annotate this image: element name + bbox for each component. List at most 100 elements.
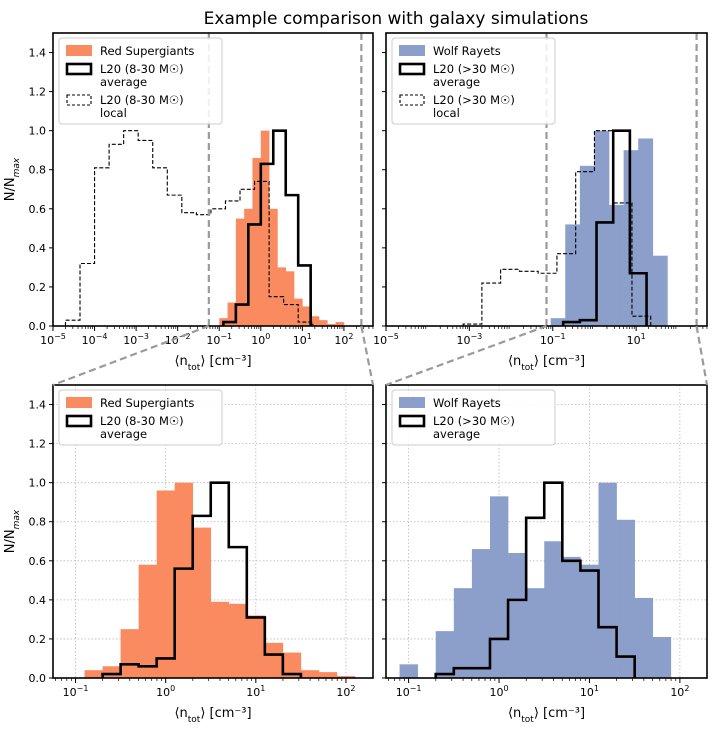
hist-bar (102, 666, 121, 678)
hist-step-average (101, 481, 303, 678)
hist-bar (156, 490, 175, 678)
hist-bar (318, 672, 338, 678)
hist-bar (260, 130, 270, 326)
x-tick-label: 101 (293, 332, 312, 347)
legend-label-line2: average (100, 75, 147, 89)
hist-bar (638, 138, 654, 326)
plot-area (53, 385, 373, 678)
y-tick-label: 0.8 (29, 516, 47, 529)
y-tick-label: 1.4 (29, 47, 47, 60)
legend-label: Wolf Rayets (433, 396, 501, 410)
hist-bar (580, 564, 599, 678)
x-tick-label: 100 (489, 684, 508, 699)
plot-area (64, 33, 363, 326)
zoom-connector-right (360, 325, 375, 386)
hist-step-average (222, 129, 312, 326)
legend-box (391, 389, 556, 446)
hist-bar (616, 519, 635, 678)
y-axis-label: N/Nmax (3, 509, 22, 553)
hist-bar (526, 588, 545, 678)
legend: Wolf Rayets L20 (>30 M☉)average (391, 389, 556, 446)
zoom-connector-right (695, 325, 709, 386)
hist-step-average (561, 129, 648, 326)
legend-swatch-step (398, 62, 426, 76)
legend-swatch-dashed (399, 94, 425, 106)
hist-bar (228, 603, 248, 678)
hist-bar (435, 631, 455, 678)
x-tick-label: 10−3 (123, 332, 149, 347)
legend-label: Wolf Rayets (433, 44, 501, 58)
x-tick-label: 10−1 (206, 332, 232, 347)
panel-top-left: 10−510−410−310−210−11001011020.00.20.40.… (3, 32, 374, 373)
legend-swatch-step (398, 414, 426, 428)
hist-bar (544, 541, 563, 678)
hist-step-average (434, 481, 636, 678)
hist-bar (192, 527, 212, 678)
hist-bar (609, 204, 624, 326)
legend-label-line2: average (433, 427, 480, 441)
hist-bar (336, 676, 356, 678)
x-tick-label: 102 (670, 684, 689, 699)
x-tick-label: 100 (156, 684, 175, 699)
legend-swatch-fill (399, 397, 425, 408)
hist-bar (327, 324, 336, 326)
legend-swatch-fill (399, 45, 425, 56)
panels-layer: 10−510−410−310−210−11001011020.00.20.40.… (3, 32, 708, 725)
y-tick-label: 0.6 (29, 203, 47, 216)
hist-bar (335, 322, 345, 326)
x-axis-label: ⟨ntot⟩ [cm⁻³] (508, 706, 585, 725)
hist-bar (565, 224, 581, 326)
hist-bar (282, 652, 302, 678)
hist-bar (300, 670, 320, 678)
figure-title: Example comparison with galaxy simulatio… (204, 9, 589, 29)
hist-bar (489, 496, 509, 678)
hist-bar (84, 670, 103, 678)
legend-label: L20 (8-30 M☉) (100, 93, 184, 107)
x-tick-label: 10−3 (456, 332, 482, 347)
y-tick-label: 1.2 (29, 86, 47, 99)
hist-bar (579, 165, 595, 326)
hist-bar (652, 636, 672, 678)
legend-swatch-dashed (66, 94, 92, 106)
legend-label-line2: average (100, 427, 147, 441)
hist-bar (453, 588, 473, 678)
x-axis-label: ⟨ntot⟩ [cm⁻³] (508, 354, 585, 373)
x-tick-label: 10−1 (396, 684, 422, 699)
zoom-guides (52, 324, 709, 387)
legend-swatch-fill (66, 397, 92, 408)
hist-bar (399, 664, 418, 678)
hist-bar (598, 482, 617, 678)
y-tick-label: 0.6 (29, 555, 47, 568)
hist-step-local (462, 130, 652, 326)
hist-bar (285, 271, 295, 326)
x-tick-label: 10−4 (82, 332, 108, 347)
hist-bar (294, 298, 303, 326)
x-tick-label: 102 (334, 332, 353, 347)
hist-bar (594, 130, 610, 326)
y-tick-label: 1.0 (29, 477, 47, 490)
hist-bar (235, 218, 245, 326)
y-tick-label: 1.2 (29, 438, 47, 451)
legend-box (391, 37, 556, 125)
hist-bar (471, 549, 491, 678)
panel-frame (385, 384, 708, 679)
plot-area (462, 33, 698, 326)
x-tick-label: 100 (251, 332, 270, 347)
x-axis-label: ⟨ntot⟩ [cm⁻³] (174, 706, 251, 725)
legend-label-line2: local (433, 106, 460, 120)
hist-bar (138, 564, 157, 678)
hist-bar (252, 158, 262, 326)
x-tick-label: 101 (580, 684, 599, 699)
y-tick-label: 0.2 (29, 633, 47, 646)
x-tick-label: 10−5 (373, 332, 399, 347)
y-tick-label: 1.0 (29, 125, 47, 138)
legend-label: Red Supergiants (100, 396, 194, 410)
x-tick-label: 10−1 (540, 332, 566, 347)
hist-bar (310, 316, 320, 326)
hist-bar (318, 320, 328, 326)
legend-box (58, 37, 223, 125)
x-tick-label: 10−5 (40, 332, 66, 347)
hist-step-local (64, 130, 314, 326)
